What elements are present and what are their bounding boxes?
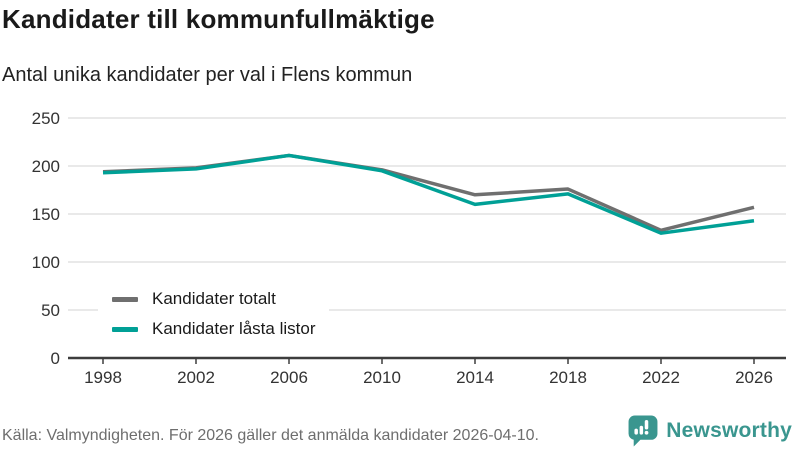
x-tick-label: 2018	[549, 368, 587, 387]
y-tick-label: 150	[32, 205, 60, 224]
newsworthy-bubble-chart-icon	[628, 415, 658, 447]
legend-label-locked-lists: Kandidater låsta listor	[152, 319, 316, 338]
y-tick-label: 200	[32, 157, 60, 176]
x-tick-label: 1998	[84, 368, 122, 387]
source-note: Källa: Valmyndigheten. För 2026 gäller d…	[2, 427, 539, 444]
chart-subtitle: Antal unika kandidater per val i Flens k…	[2, 64, 413, 86]
chart-title: Kandidater till kommunfullmäktige	[2, 4, 435, 34]
newsworthy-logo: Newsworthy	[628, 415, 792, 447]
x-tick-label: 2026	[735, 368, 773, 387]
legend-swatch-total	[112, 296, 138, 302]
y-tick-label: 250	[32, 109, 60, 128]
x-tick-label: 2022	[642, 368, 680, 387]
legend-item-locked-lists: Kandidater låsta listor	[112, 319, 315, 339]
x-tick-label: 2014	[456, 368, 494, 387]
x-tick-label: 2002	[177, 368, 215, 387]
newsworthy-wordmark: Newsworthy	[666, 419, 792, 442]
y-tick-label: 50	[41, 301, 60, 320]
legend-item-total: Kandidater totalt	[112, 289, 315, 309]
y-tick-label: 100	[32, 253, 60, 272]
x-tick-label: 2010	[363, 368, 401, 387]
legend-swatch-locked-lists	[112, 326, 138, 332]
y-tick-label: 0	[51, 349, 60, 368]
series-line-1	[102, 153, 755, 235]
legend-label-total: Kandidater totalt	[152, 289, 276, 308]
chart-legend: Kandidater totalt Kandidater låsta listo…	[98, 283, 330, 345]
x-tick-label: 2006	[270, 368, 308, 387]
